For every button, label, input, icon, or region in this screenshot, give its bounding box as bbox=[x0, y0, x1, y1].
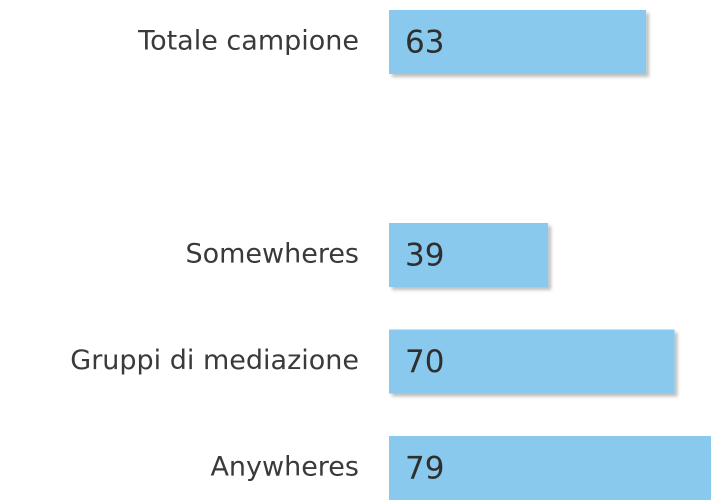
data-label: 79 bbox=[405, 451, 444, 487]
category-label: Gruppi di mediazione bbox=[70, 345, 359, 376]
category-label: Totale campione bbox=[137, 26, 359, 57]
category-label: Somewheres bbox=[185, 239, 359, 270]
bar bbox=[389, 436, 711, 500]
bar bbox=[389, 329, 675, 394]
bar bbox=[389, 10, 647, 74]
data-label: 70 bbox=[405, 344, 444, 380]
data-label: 39 bbox=[405, 238, 444, 274]
data-label: 63 bbox=[405, 25, 444, 61]
category-label: Anywheres bbox=[210, 452, 359, 483]
bar bbox=[389, 223, 549, 287]
